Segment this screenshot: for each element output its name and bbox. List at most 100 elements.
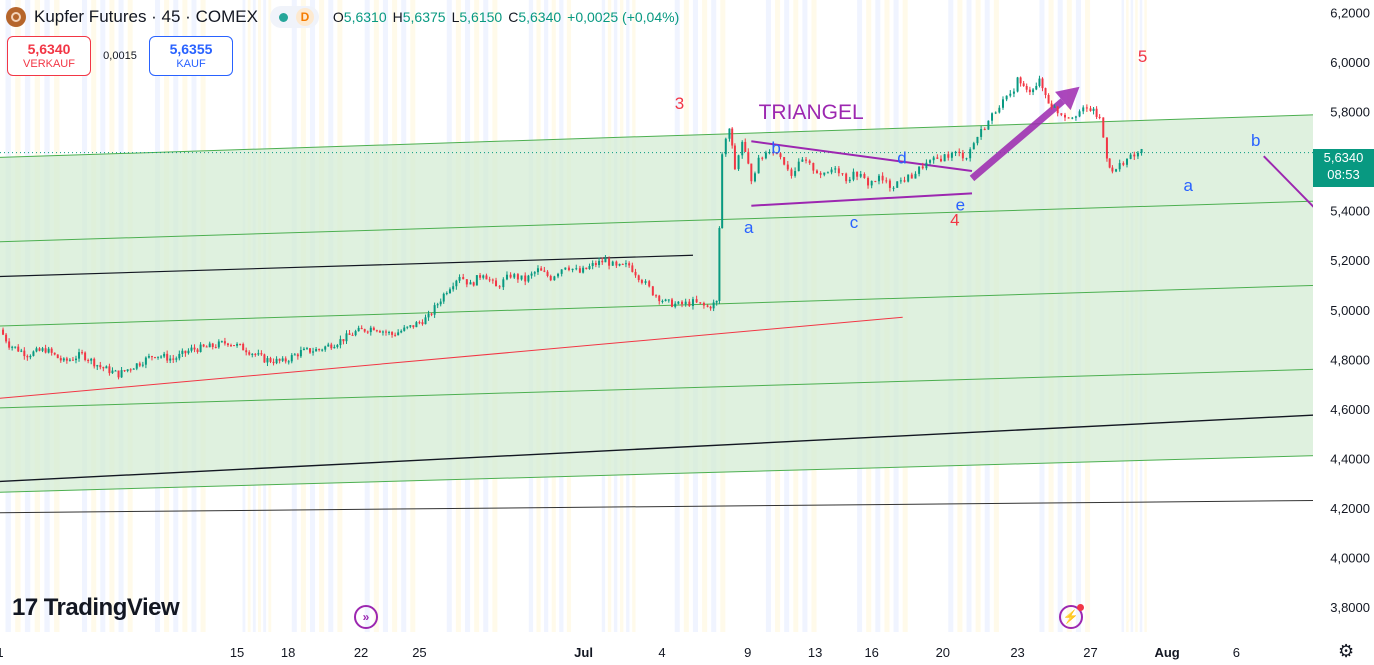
candle-body: [123, 370, 126, 372]
candle-body: [309, 348, 312, 353]
candle-body: [56, 354, 59, 359]
candle-body: [102, 367, 105, 369]
candle-body: [229, 345, 232, 347]
candle-body: [624, 263, 627, 265]
candle-body: [1129, 154, 1132, 159]
time-tick-label: Jul: [574, 645, 593, 660]
candle-body: [299, 350, 302, 357]
candle-body: [733, 145, 736, 170]
candle-body: [281, 358, 284, 361]
candle-body: [615, 261, 618, 266]
candle-body: [147, 356, 150, 358]
candle-body: [498, 286, 501, 288]
candle-body: [805, 159, 808, 161]
candle-body: [877, 175, 880, 182]
candle-body: [275, 358, 278, 364]
candle-body: [852, 171, 855, 180]
candle-body: [491, 279, 494, 281]
candle-body: [954, 151, 957, 154]
candle-body: [178, 353, 181, 359]
candle-body: [23, 350, 26, 357]
candle-body: [741, 141, 744, 156]
resistance-line: [0, 254, 693, 278]
candle-body: [1035, 85, 1038, 90]
candle-body: [81, 352, 84, 354]
candle-body: [772, 152, 775, 154]
candle-body: [436, 304, 439, 306]
symbol-title[interactable]: Kupfer Futures · 45 · COMEX: [34, 7, 258, 26]
candle-body: [753, 173, 756, 182]
candle-body: [278, 358, 281, 361]
candle-body: [290, 355, 293, 362]
candle-body: [983, 129, 986, 131]
time-tick-label: 4: [658, 645, 665, 660]
candle-body: [257, 353, 260, 355]
candle-body: [655, 295, 658, 297]
candle-body: [1063, 114, 1066, 118]
candle-body: [1032, 89, 1035, 93]
candle-body: [591, 263, 594, 267]
candle-body: [604, 258, 607, 263]
time-tick-label: 23: [1010, 645, 1024, 660]
wave-label: a: [744, 218, 754, 237]
candle-body: [41, 348, 44, 351]
candle-body: [881, 175, 884, 181]
candle-body: [764, 152, 767, 159]
candle-body: [1009, 93, 1012, 96]
double-chevron-right-icon[interactable]: »: [354, 605, 378, 629]
candle-body: [312, 351, 315, 353]
candle-body: [129, 369, 132, 371]
candle-body: [987, 120, 990, 130]
candle-body: [823, 172, 826, 175]
candle-body: [826, 172, 829, 174]
time-tick-label: 20: [936, 645, 950, 660]
candle-body: [991, 113, 994, 121]
candle-body: [144, 357, 147, 365]
candle-body: [330, 344, 333, 349]
bar-countdown: 08:53: [1327, 167, 1360, 182]
candle-body: [837, 168, 840, 174]
candle-body: [961, 152, 964, 159]
candle-body: [78, 352, 81, 359]
candle-body: [318, 349, 321, 351]
candle-body: [187, 350, 190, 354]
buy-button[interactable]: 5,6355 KAUF: [149, 36, 233, 76]
candle-body: [856, 171, 859, 177]
candle-body: [661, 300, 664, 302]
sell-label: VERKAUF: [23, 58, 75, 70]
candle-body: [724, 138, 727, 155]
price-tick-label: 6,2000: [1330, 5, 1370, 20]
candle-body: [59, 358, 62, 361]
candle-body: [994, 112, 997, 114]
red-trend-line: [0, 316, 903, 399]
candle-body: [936, 157, 939, 159]
candle-body: [1102, 117, 1105, 138]
candle-body: [540, 268, 543, 271]
candle-body: [761, 157, 764, 159]
candle-body: [223, 341, 226, 344]
wave-label: 4: [950, 211, 959, 230]
candle-body: [381, 331, 384, 333]
candle-body: [870, 180, 873, 186]
candle-body: [175, 358, 178, 360]
candle-body: [20, 350, 23, 352]
sell-button[interactable]: 5,6340 VERKAUF: [7, 36, 91, 76]
price-tick-label: 5,8000: [1330, 105, 1370, 120]
candle-body: [1060, 113, 1063, 115]
market-status[interactable]: D: [269, 6, 319, 28]
flash-icon[interactable]: ⚡: [1059, 604, 1084, 629]
candle-body: [8, 341, 11, 348]
candle-body: [439, 301, 442, 305]
candle-body: [93, 358, 96, 367]
delayed-badge: D: [295, 8, 314, 26]
candle-body: [44, 348, 47, 353]
candle-body: [29, 355, 32, 358]
candle-body: [479, 275, 482, 278]
candle-body: [1005, 95, 1008, 100]
candle-body: [305, 348, 308, 350]
tradingview-logo[interactable]: 17 TradingView: [12, 594, 180, 622]
candle-body: [812, 162, 815, 171]
candle-body: [885, 180, 888, 182]
gear-icon[interactable]: ⚙: [1338, 641, 1355, 661]
